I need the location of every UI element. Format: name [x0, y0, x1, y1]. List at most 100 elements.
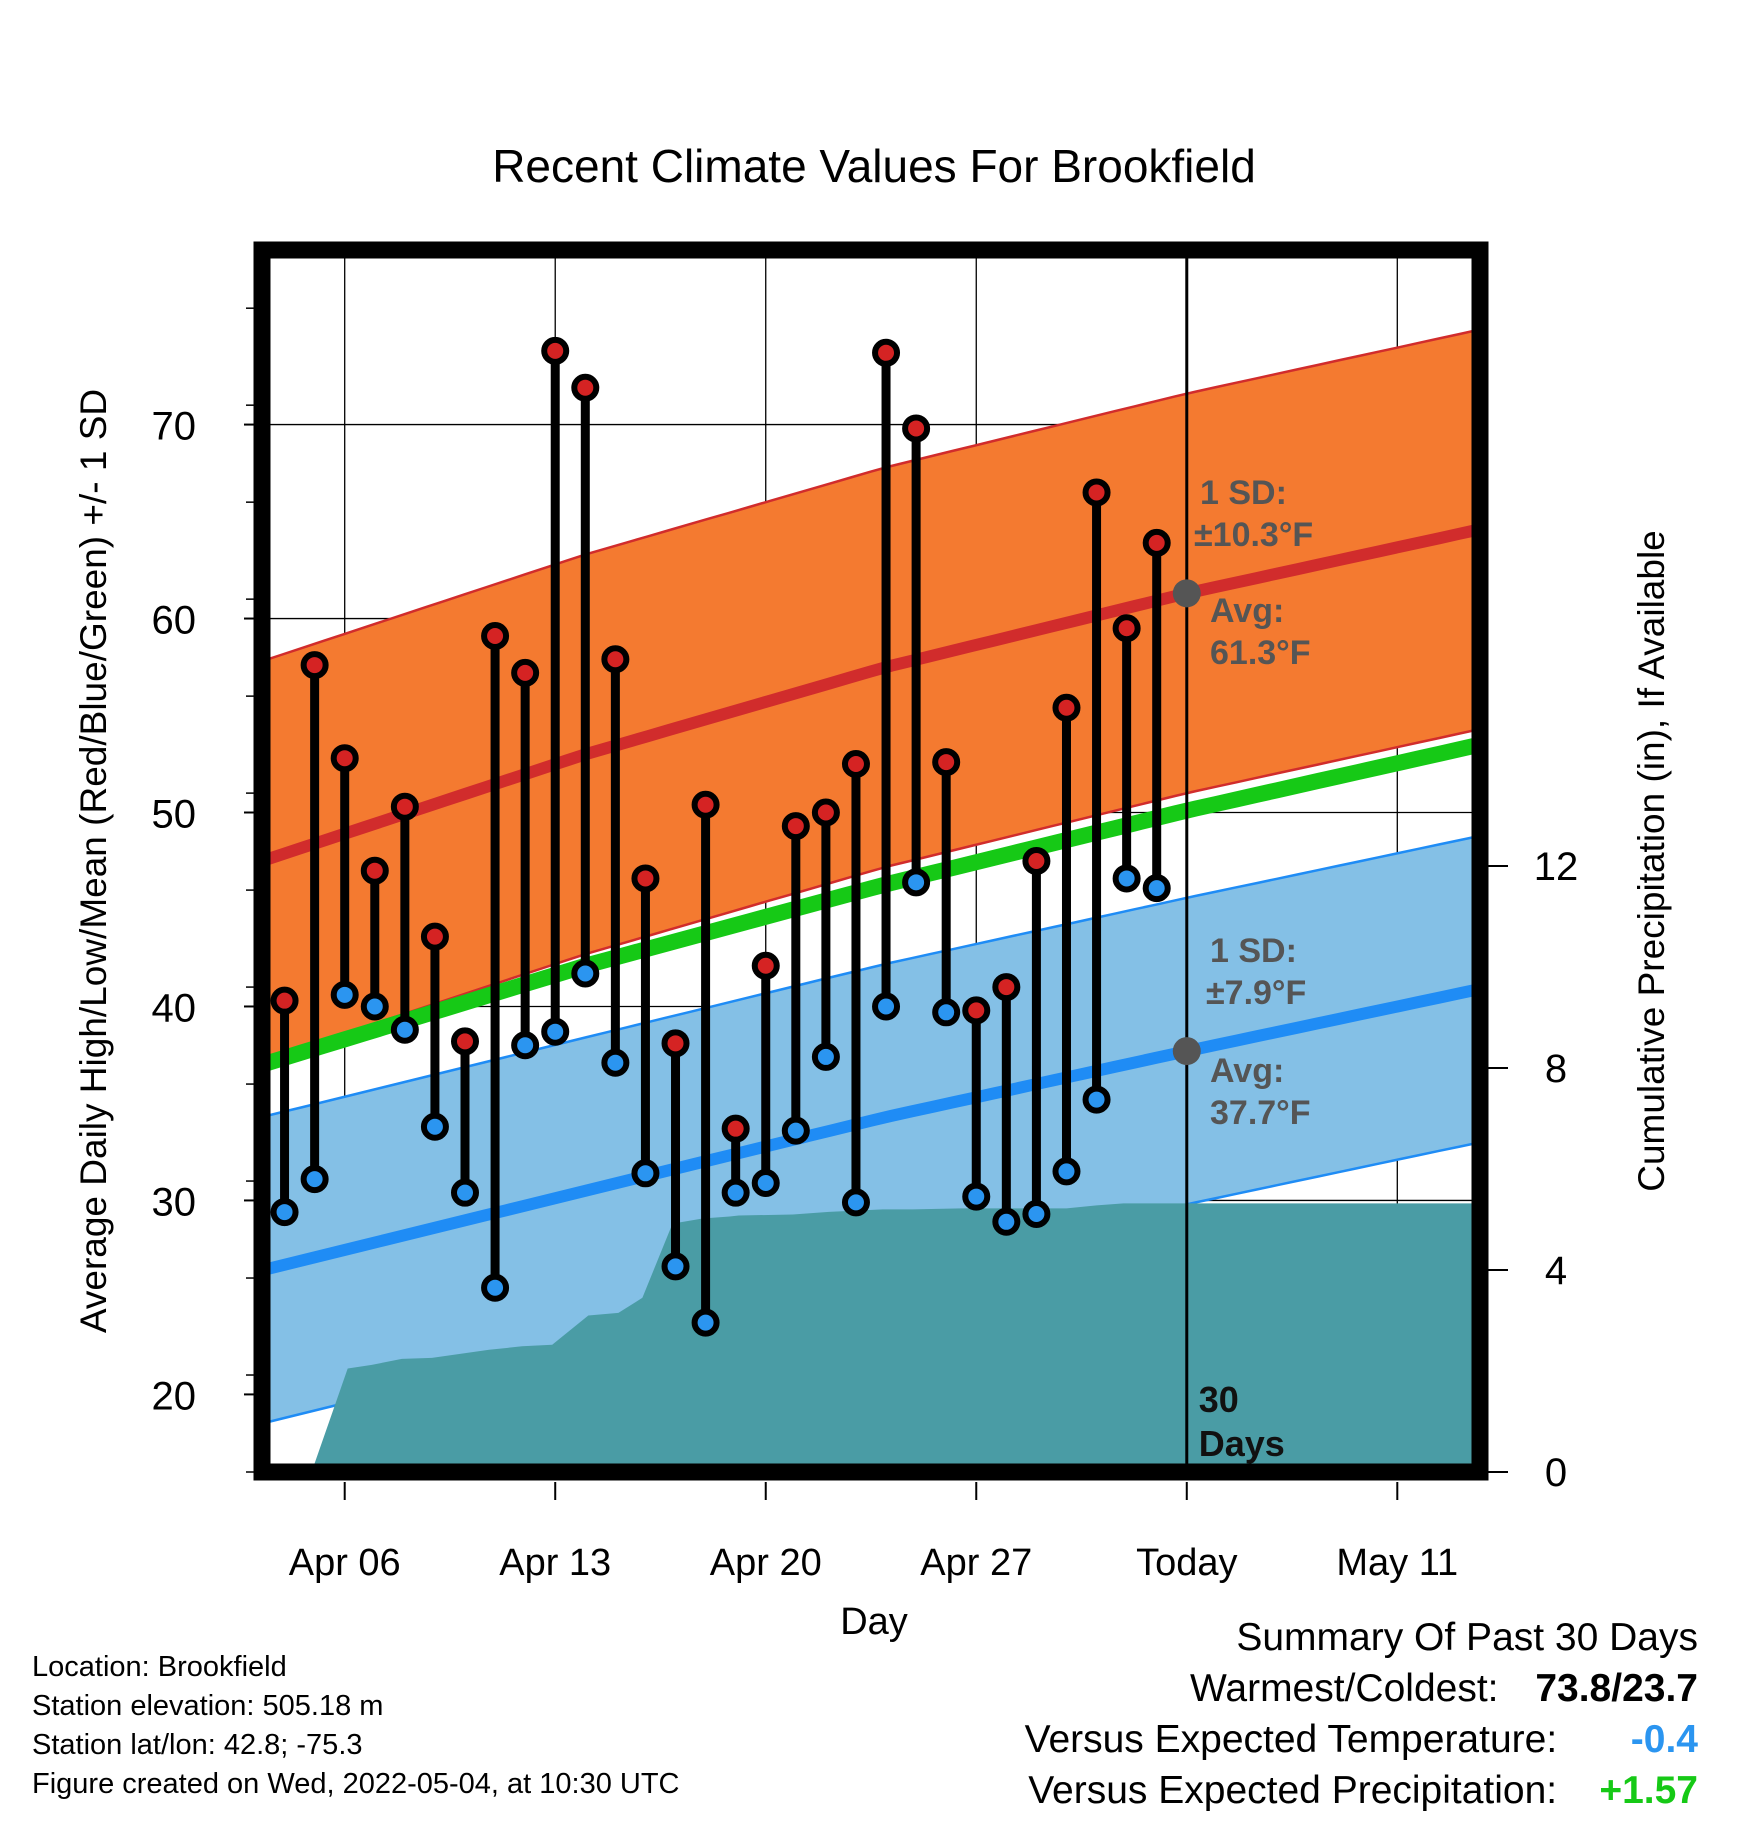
daily-low-point: [992, 1207, 1021, 1236]
summary-warmest-row: Warmest/Coldest: 73.8/23.7: [1025, 1663, 1698, 1714]
axes: 20 30 40 50 60 70 0 4 8 12 Apr 06 Apr 13 Apr 20 Apr 2…: [152, 307, 1579, 1584]
y-tick-label: 60: [152, 599, 197, 643]
summary-temp-row: Versus Expected Temperature: -0.4: [1025, 1714, 1698, 1765]
daily-high-point: [751, 951, 780, 980]
daily-high-point: [1142, 528, 1171, 557]
daily-low-point: [1052, 1157, 1081, 1186]
latlon-text: Station lat/lon: 42.8; -75.3: [32, 1729, 363, 1761]
daily-high-point: [721, 1114, 750, 1143]
daily-high-point: [481, 621, 510, 650]
y2-tick-label: 12: [1534, 845, 1579, 889]
high-sd-band: [262, 329, 1480, 1061]
daily-low-point: [841, 1188, 870, 1217]
warmest-value: 73.8/23.7: [1535, 1667, 1698, 1710]
high-avg-label: Avg:: [1210, 592, 1284, 630]
daily-low-point: [1082, 1085, 1111, 1114]
daily-high-point: [902, 414, 931, 443]
warmest-label: Warmest/Coldest:: [1190, 1667, 1499, 1710]
plot-frame: [253, 241, 1489, 1481]
low-sd-value: ±7.9°F: [1206, 974, 1306, 1012]
low-avg-label: Avg:: [1210, 1052, 1284, 1090]
y-axis-label: Average Daily High/Low/Mean (Red/Blue/Gr…: [73, 389, 114, 1333]
daily-low-point: [571, 959, 600, 988]
daily-high-point: [781, 812, 810, 841]
daily-high-point: [1022, 847, 1051, 875]
today-window-label: 30: [1199, 1379, 1239, 1420]
daily-high-point: [270, 986, 299, 1015]
chart-title: Recent Climate Values For Brookfield: [492, 140, 1256, 192]
high-sd-lower-line: [262, 727, 1480, 1062]
daily-high-point: [841, 750, 870, 779]
daily-low-point: [872, 992, 901, 1021]
y2-axis-label: Cumulative Precipitation (in), If Availa…: [1631, 530, 1672, 1192]
x-tick-label: Apr 20: [710, 1542, 822, 1584]
daily-low-point: [811, 1042, 840, 1071]
x-tick-label: Apr 06: [289, 1542, 401, 1584]
daily-low-point: [1022, 1200, 1051, 1229]
avg-low-marker: [1172, 1037, 1201, 1066]
daily-low-point: [721, 1178, 750, 1207]
daily-low-point: [661, 1252, 690, 1281]
precip-value: +1.57: [1599, 1769, 1698, 1812]
daily-high-point: [360, 856, 389, 885]
daily-high-point: [962, 996, 991, 1025]
y-tick-label: 50: [152, 793, 197, 837]
summary-panel: Summary Of Past 30 Days Warmest/Coldest:…: [1025, 1612, 1698, 1816]
y-tick-label: 30: [152, 1180, 197, 1224]
daily-high-point: [541, 336, 570, 365]
daily-low-point: [360, 992, 389, 1021]
daily-high-point: [1082, 478, 1111, 507]
high-avg-value: 61.3°F: [1210, 634, 1311, 672]
precip-label: Versus Expected Precipitation:: [1028, 1769, 1558, 1812]
daily-high-point: [300, 651, 329, 680]
high-sd-value: ±10.3°F: [1194, 516, 1313, 554]
daily-high-point: [661, 1029, 690, 1058]
daily-low-point: [691, 1308, 720, 1337]
daily-low-point: [932, 998, 961, 1027]
location-text: Location: Brookfield: [32, 1651, 287, 1683]
daily-low-point: [511, 1031, 540, 1060]
daily-high-point: [330, 744, 359, 773]
today-window-label: Days: [1199, 1423, 1285, 1464]
daily-low-point: [902, 868, 931, 897]
y-tick-label: 20: [152, 1374, 197, 1418]
x-axis-label: Day: [840, 1601, 908, 1643]
plot-area: [262, 250, 1480, 1472]
daily-high-point: [451, 1027, 479, 1056]
daily-high-point: [811, 798, 840, 827]
created-text: Figure created on Wed, 2022-05-04, at 10…: [32, 1768, 680, 1800]
daily-high-point: [631, 864, 660, 893]
daily-low-point: [781, 1116, 810, 1145]
daily-high-point: [511, 658, 540, 687]
daily-low-point: [300, 1165, 329, 1194]
daily-low-point: [270, 1198, 299, 1227]
avg-high-marker: [1172, 579, 1201, 608]
daily-high-point: [1052, 693, 1081, 722]
x-tick-label: Today: [1136, 1542, 1237, 1584]
daily-high-point: [691, 790, 720, 819]
daily-low-point: [601, 1048, 630, 1077]
daily-low-point: [1112, 864, 1141, 893]
daily-high-point: [932, 748, 961, 777]
y2-tick-label: 8: [1545, 1047, 1567, 1091]
daily-low-point: [541, 1017, 570, 1046]
low-sd-label: 1 SD:: [1210, 932, 1297, 970]
daily-low-point: [330, 980, 359, 1009]
daily-low-point: [451, 1178, 479, 1207]
low-avg-value: 37.7°F: [1210, 1094, 1311, 1132]
summary-title: Summary Of Past 30 Days: [1236, 1616, 1698, 1659]
daily-high-point: [872, 338, 901, 367]
x-tick-label: Apr 13: [499, 1542, 611, 1584]
daily-low-point: [390, 1015, 419, 1044]
temp-label: Versus Expected Temperature:: [1024, 1718, 1558, 1761]
daily-high-point: [390, 792, 419, 821]
low-sd-band: [262, 835, 1480, 1424]
daily-low-point: [751, 1168, 780, 1197]
avg-low-line: [262, 983, 1480, 1277]
x-tick-label: Apr 27: [920, 1542, 1032, 1584]
daily-high-point: [992, 973, 1021, 1002]
daily-high-point: [420, 922, 449, 951]
high-sd-label: 1 SD:: [1200, 474, 1287, 512]
avg-high-line: [262, 523, 1480, 867]
